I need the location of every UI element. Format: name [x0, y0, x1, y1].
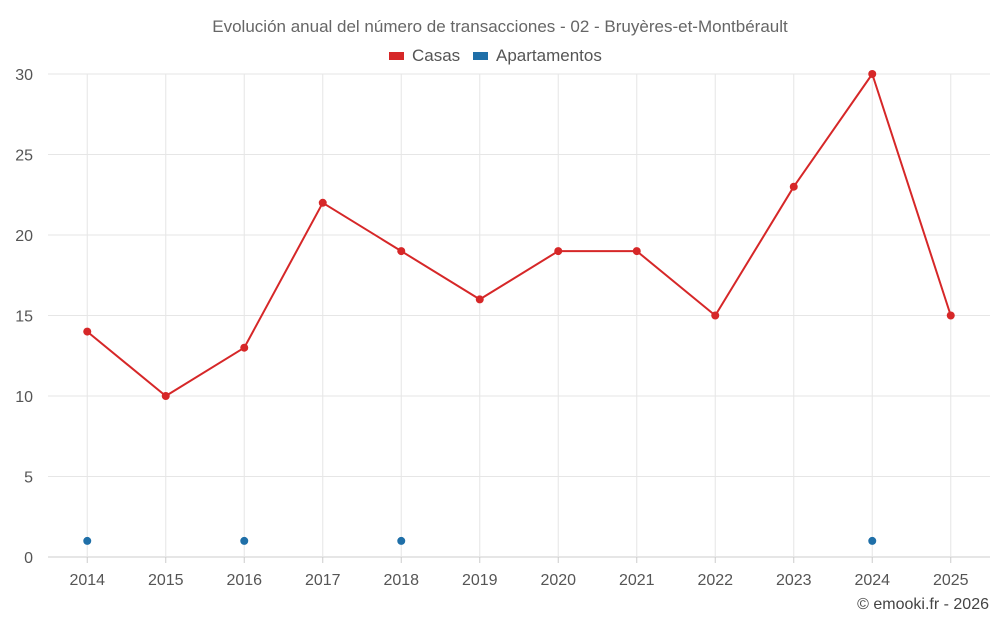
y-tick-label: 0 [24, 550, 33, 567]
series-apartamentos [83, 536, 877, 545]
grid [48, 73, 990, 558]
y-tick-label: 20 [15, 228, 33, 245]
data-point-apartamentos[interactable] [868, 536, 877, 545]
data-point-casas[interactable] [632, 247, 641, 256]
y-tick-label: 30 [15, 67, 33, 84]
x-tick-label: 2016 [226, 572, 262, 589]
legend-swatch-apartamentos [473, 52, 488, 60]
y-tick-label: 5 [24, 470, 33, 487]
data-point-casas[interactable] [318, 198, 327, 207]
x-tick-label: 2015 [148, 572, 184, 589]
series-line-casas [86, 73, 952, 397]
x-tick-label: 2023 [776, 572, 812, 589]
legend-swatch-casas [389, 52, 404, 60]
series [83, 70, 955, 545]
y-tick-label: 10 [15, 389, 33, 406]
data-point-casas[interactable] [789, 182, 798, 191]
legend: Casas Apartamentos [389, 46, 602, 65]
data-point-casas[interactable] [397, 247, 406, 256]
data-point-apartamentos[interactable] [240, 536, 249, 545]
x-tick-label: 2018 [383, 572, 419, 589]
chart-title: Evolución anual del número de transaccio… [212, 17, 788, 36]
data-point-casas[interactable] [161, 392, 170, 400]
x-tick-label: 2020 [540, 572, 576, 589]
x-tick-label: 2019 [462, 572, 498, 589]
data-point-casas[interactable] [83, 327, 92, 336]
x-tick-label: 2024 [854, 572, 890, 589]
data-point-casas[interactable] [240, 343, 249, 352]
y-tick-label: 15 [15, 309, 33, 326]
legend-item-casas[interactable]: Casas [389, 46, 460, 65]
x-tick-label: 2021 [619, 572, 655, 589]
data-point-casas[interactable] [868, 70, 877, 78]
data-point-apartamentos[interactable] [83, 536, 92, 545]
legend-label-casas: Casas [412, 46, 460, 65]
x-tick-label: 2025 [933, 572, 969, 589]
data-point-casas[interactable] [475, 295, 484, 304]
legend-item-apartamentos[interactable]: Apartamentos [473, 46, 602, 65]
series-casas [83, 70, 955, 400]
x-tick-label: 2017 [305, 572, 341, 589]
data-point-casas[interactable] [554, 247, 563, 256]
x-tick-label: 2022 [697, 572, 733, 589]
x-tick-label: 2014 [69, 572, 105, 589]
legend-label-apartamentos: Apartamentos [496, 46, 602, 65]
credit-text: © emooki.fr - 2026 [857, 596, 989, 613]
data-point-casas[interactable] [711, 311, 720, 320]
y-tick-label: 25 [15, 148, 33, 165]
data-point-casas[interactable] [946, 311, 955, 320]
data-point-apartamentos[interactable] [397, 536, 406, 545]
